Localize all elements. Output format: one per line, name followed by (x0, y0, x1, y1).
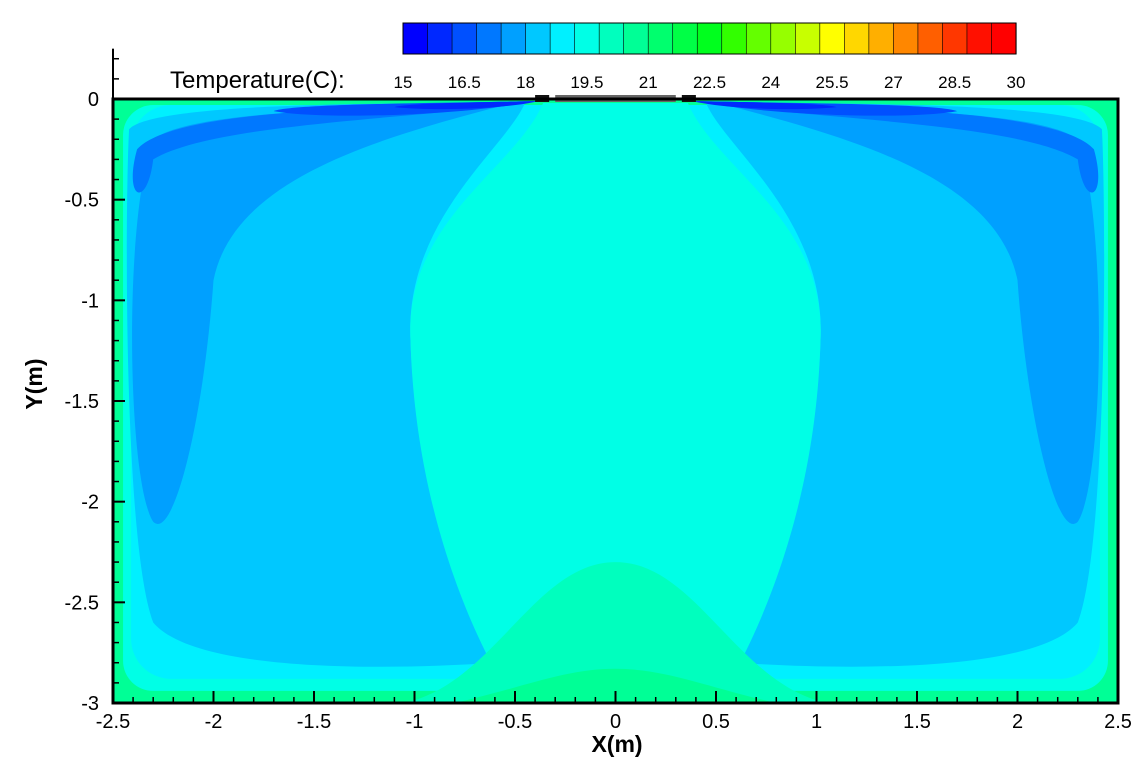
colorbar-swatch (672, 22, 698, 55)
colorbar-swatch (402, 22, 429, 55)
colorbar-tick-label: 16.5 (448, 73, 481, 92)
colorbar-swatch (844, 22, 870, 55)
y-tick-label: -0.5 (65, 190, 99, 212)
y-axis-tick-labels: 0 -0.5 -1 -1.5 -2 -2.5 -3 (65, 89, 99, 715)
x-tick-label: -1.5 (297, 711, 331, 733)
x-tick-label: 2.5 (1104, 711, 1132, 733)
colorbar-swatch (721, 22, 747, 55)
contour-cold-column-right (726, 105, 1099, 524)
colorbar-swatch (500, 22, 527, 55)
colorbar-swatch (819, 22, 845, 55)
contour-central-plume (410, 103, 821, 663)
x-tick-label: -2.5 (96, 711, 130, 733)
colorbar-tick-label: 15 (394, 73, 413, 92)
colorbar-tick-label: 18 (516, 73, 535, 92)
colorbar-tick-label: 28.5 (938, 73, 971, 92)
y-tick-label: -3 (81, 693, 99, 715)
colorbar-tick-label: 25.5 (816, 73, 849, 92)
colorbar-swatch (476, 22, 502, 55)
contour-floor-warmest-zone (454, 668, 777, 703)
colorbar (402, 22, 1017, 55)
y-tick-label: 0 (88, 89, 99, 111)
colorbar-swatch (525, 22, 551, 55)
y-tick-label: -1 (81, 290, 99, 312)
colorbar-swatch (574, 22, 600, 55)
y-tick-label: -2 (81, 492, 99, 514)
contour-cold-column-left (132, 105, 505, 524)
x-tick-label: 0 (610, 711, 621, 733)
colorbar-tick-label: 27 (884, 73, 903, 92)
contour-cold-jet-left (132, 103, 525, 193)
colorbar-swatch (991, 22, 1017, 55)
colorbar-title: Temperature(C): (170, 67, 345, 94)
contour-floor-warm-zone (404, 562, 827, 703)
colorbar-swatch (966, 22, 993, 55)
colorbar-frame (402, 22, 1017, 55)
x-tick-label: -0.5 (498, 711, 532, 733)
colorbar-tick-label: 22.5 (693, 73, 726, 92)
x-tick-label: -1 (406, 711, 424, 733)
contour-coldest-core-left (394, 101, 540, 110)
contour-layers (113, 99, 1118, 703)
colorbar-swatch (623, 22, 649, 55)
contour-cold-jet-right (706, 103, 1099, 193)
x-tick-label: 2 (1012, 711, 1023, 733)
colorbar-swatch (893, 22, 919, 55)
colorbar-tick-labels: 15 16.5 18 19.5 21 22.5 24 25.5 27 28.5 30 (394, 73, 1026, 92)
colorbar-swatch (917, 22, 944, 55)
colorbar-swatch (427, 22, 453, 55)
colorbar-swatch (451, 22, 478, 55)
colorbar-swatch (598, 22, 625, 55)
colorbar-swatch (770, 22, 796, 55)
colorbar-swatch (795, 22, 821, 55)
x-axis-title: X(m) (591, 731, 642, 757)
x-tick-label: 0.5 (702, 711, 730, 733)
colorbar-swatch (647, 22, 674, 55)
plot-axes (111, 48, 1120, 705)
colorbar-tick-label: 24 (761, 73, 780, 92)
colorbar-swatch (549, 22, 576, 55)
x-tick-label: 1.5 (903, 711, 931, 733)
colorbar-tick-label: 30 (1007, 73, 1026, 92)
colorbar-tick-label: 21 (639, 73, 658, 92)
x-tick-label: 1 (811, 711, 822, 733)
contour-coldest-core-right (691, 101, 837, 110)
colorbar-tick-label: 19.5 (570, 73, 603, 92)
colorbar-swatch (745, 22, 772, 55)
y-axis-title: Y(m) (21, 358, 47, 409)
colorbar-swatch (868, 22, 895, 55)
colorbar-swatch (696, 22, 723, 55)
colorbar-swatch (942, 22, 968, 55)
x-tick-label: -2 (205, 711, 223, 733)
temperature-field (113, 99, 1118, 703)
x-axis-tick-labels: -2.5 -2 -1.5 -1 -0.5 0 0.5 1 1.5 2 2.5 (96, 711, 1132, 733)
y-tick-label: -1.5 (65, 391, 99, 413)
y-tick-label: -2.5 (65, 592, 99, 614)
